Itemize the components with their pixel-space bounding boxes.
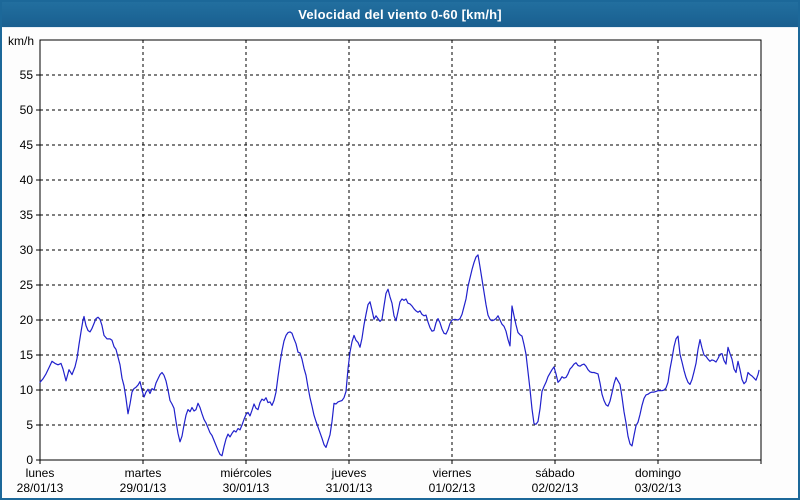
y-tick-label: 45 <box>20 138 34 152</box>
x-day-date: 01/02/13 <box>429 481 476 495</box>
x-day-name: miércoles <box>220 466 271 480</box>
x-day-name: viernes <box>433 466 472 480</box>
x-day-date: 03/02/13 <box>635 481 682 495</box>
x-day-name: jueves <box>331 466 367 480</box>
x-day-date: 29/01/13 <box>120 481 167 495</box>
y-tick-label: 20 <box>20 313 34 327</box>
x-day-name: lunes <box>26 466 55 480</box>
wind-speed-line <box>39 254 760 457</box>
y-tick-label: 10 <box>20 383 34 397</box>
chart-title: Velocidad del viento 0-60 [km/h] <box>298 7 502 22</box>
x-day-name: sábado <box>535 466 575 480</box>
x-day-date: 28/01/13 <box>17 481 64 495</box>
x-day-date: 02/02/13 <box>532 481 579 495</box>
y-tick-label: 5 <box>26 418 33 432</box>
y-tick-label: 15 <box>20 348 34 362</box>
y-tick-label: 40 <box>20 173 34 187</box>
x-day-name: domingo <box>635 466 681 480</box>
x-day-name: martes <box>125 466 162 480</box>
y-tick-label: 25 <box>20 278 34 292</box>
y-tick-label: 30 <box>20 243 34 257</box>
y-tick-label: 55 <box>20 68 34 82</box>
y-axis-unit-label: km/h <box>8 34 34 48</box>
x-day-date: 30/01/13 <box>223 481 270 495</box>
chart-title-bar: Velocidad del viento 0-60 [km/h] <box>2 2 798 28</box>
y-tick-label: 35 <box>20 208 34 222</box>
y-tick-label: 50 <box>20 103 34 117</box>
x-day-date: 31/01/13 <box>326 481 373 495</box>
y-tick-label: 0 <box>26 453 33 467</box>
